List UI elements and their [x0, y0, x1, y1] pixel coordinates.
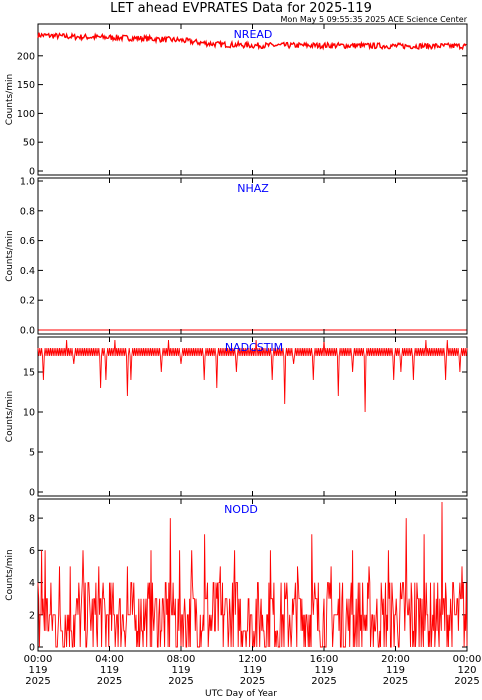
- chart-timestamp: Mon May 5 09:55:35 2025 ACE Science Cent…: [281, 15, 468, 24]
- x-tick-year: 2025: [311, 676, 336, 687]
- x-tick-doy: 119: [243, 665, 262, 676]
- x-tick-time: 04:00: [95, 654, 124, 665]
- panel-frame: [37, 177, 468, 335]
- x-tick-doy: 119: [100, 665, 119, 676]
- x-tick-year: 2025: [383, 676, 408, 687]
- y-axis-label: Counts/min: [5, 391, 15, 442]
- x-axis-ticks: 00:00119202504:00119202508:00119202512:0…: [24, 654, 482, 687]
- x-tick-year: 2025: [168, 676, 193, 687]
- x-tick-year: 2025: [454, 676, 479, 687]
- x-tick-doy: 119: [314, 665, 333, 676]
- panels-group: 050100150200Counts/minNREAD0.00.20.40.60…: [5, 23, 468, 654]
- panel-nodd: 0 2 4 6 8 Counts/min NODD: [5, 498, 468, 654]
- x-tick-time: 08:00: [167, 654, 196, 665]
- series-line-nodd: [37, 501, 468, 648]
- y-tick-label: 15: [23, 368, 35, 379]
- x-tick-doy: 119: [171, 665, 190, 676]
- y-tick-label: 0.2: [20, 296, 35, 307]
- x-tick-doy: 119: [28, 665, 47, 676]
- y-tick-label: 150: [17, 80, 35, 91]
- chart-title: LET ahead EVPRATES Data for 2025-119: [110, 1, 372, 16]
- panel-name: NADCSTIM: [225, 341, 283, 354]
- x-tick-time: 00:00: [453, 654, 482, 665]
- x-tick-year: 2025: [25, 676, 50, 687]
- x-tick-year: 2025: [240, 676, 265, 687]
- x-tick-time: 00:00: [24, 654, 53, 665]
- y-tick-label: 10: [23, 408, 35, 419]
- y-tick-label: 4: [29, 578, 35, 589]
- y-tick-label: 0: [29, 167, 35, 178]
- y-tick-label: 1.0: [20, 177, 35, 188]
- y-axis-label: Counts/min: [5, 549, 15, 600]
- panel-name: NODD: [224, 503, 258, 516]
- x-tick-time: 16:00: [310, 654, 339, 665]
- y-axis-label: Counts/min: [5, 74, 15, 125]
- panel-nhaz: 0.0 0.2 0.4 0.6 0.8 1.0 Counts/min NHAZ: [5, 177, 468, 337]
- y-tick-label: 0: [29, 643, 35, 654]
- y-tick-label: 6: [29, 546, 35, 557]
- x-tick-year: 2025: [97, 676, 122, 687]
- y-tick-label: 0.8: [20, 206, 35, 217]
- x-tick-time: 12:00: [238, 654, 267, 665]
- panel-nadcstim: 0 5 10 15 Counts/min NADCSTIM: [5, 336, 468, 499]
- x-tick-time: 20:00: [381, 654, 410, 665]
- y-tick-label: 50: [23, 138, 35, 149]
- series-line-nread: [37, 31, 467, 51]
- y-tick-label: 0: [29, 488, 35, 499]
- x-axis-label: UTC Day of Year: [205, 689, 277, 699]
- y-tick-label: 200: [17, 51, 35, 62]
- y-tick-label: 0.0: [20, 326, 35, 337]
- y-tick-label: 0.4: [20, 266, 35, 277]
- panel-name: NREAD: [234, 28, 273, 41]
- y-tick-label: 0.6: [20, 236, 35, 247]
- panel-frame: [37, 336, 468, 497]
- y-tick-label: 2: [29, 610, 35, 621]
- y-tick-label: 8: [29, 514, 35, 525]
- y-tick-label: 5: [29, 448, 35, 459]
- x-tick-doy: 120: [457, 665, 476, 676]
- series-line-nadcstim: [37, 339, 468, 413]
- panel-name: NHAZ: [237, 182, 269, 195]
- y-tick-label: 100: [17, 109, 35, 120]
- panel-nread: 0 50 100 150 200 Counts/min NREAD: [5, 23, 468, 178]
- x-tick-doy: 119: [386, 665, 405, 676]
- y-axis-label: Counts/min: [5, 230, 15, 281]
